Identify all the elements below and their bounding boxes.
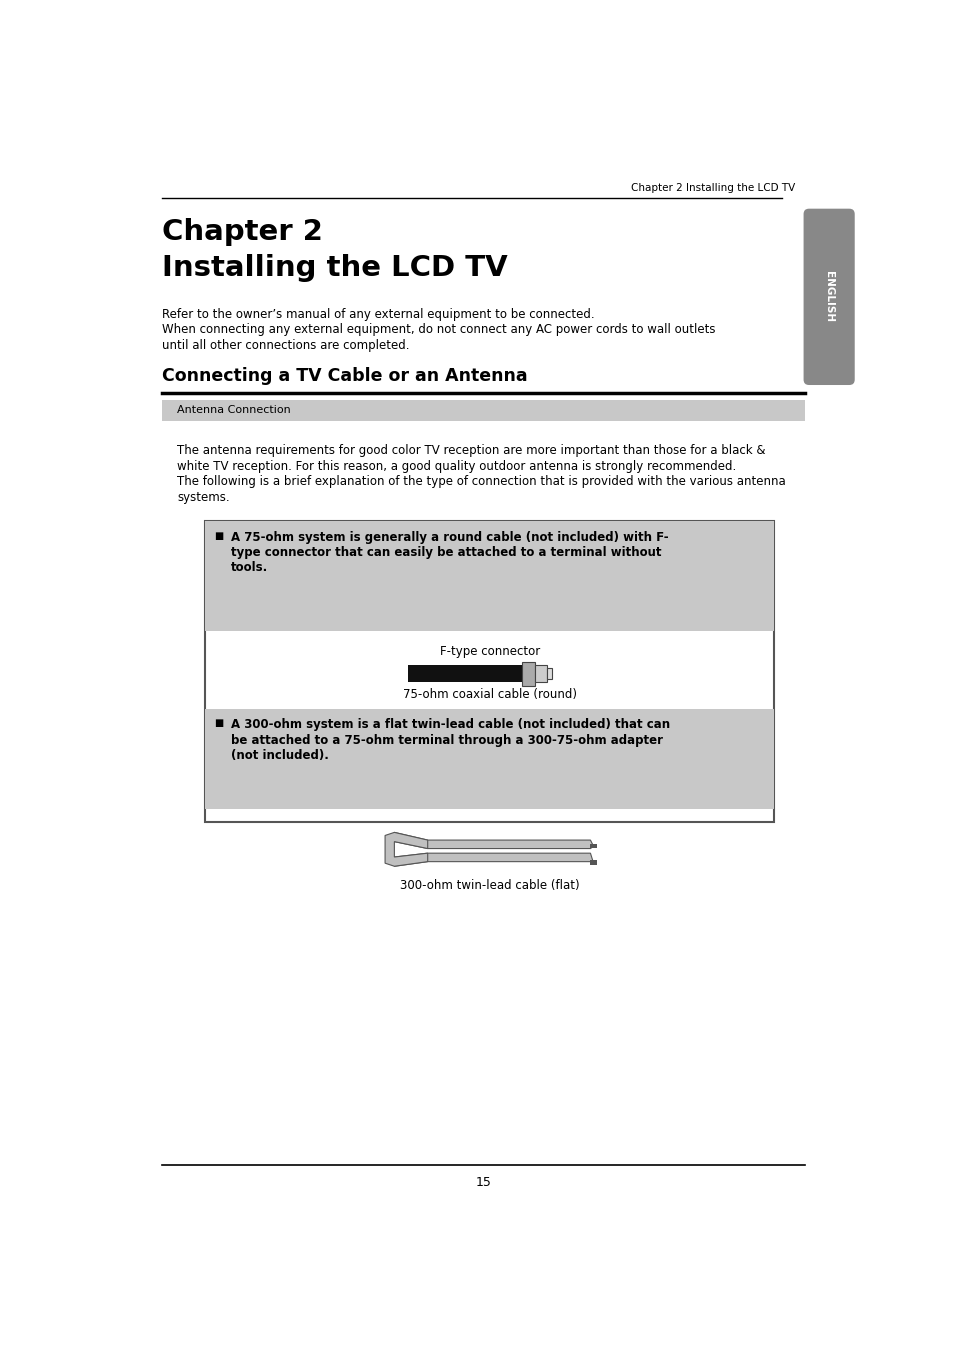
Text: ENGLISH: ENGLISH (823, 271, 833, 322)
Bar (535, 665, 546, 682)
Text: 15: 15 (475, 1175, 491, 1189)
Text: Installing the LCD TV: Installing the LCD TV (162, 255, 507, 282)
Bar (204, 521, 773, 631)
Text: The following is a brief explanation of the type of connection that is provided : The following is a brief explanation of … (177, 475, 785, 487)
Text: Antenna Connection: Antenna Connection (177, 405, 291, 416)
Text: tools.: tools. (231, 562, 268, 574)
Bar (589, 844, 597, 848)
Text: type connector that can easily be attached to a terminal without: type connector that can easily be attach… (231, 546, 660, 559)
Polygon shape (394, 833, 593, 849)
Bar (589, 861, 597, 865)
Text: F-type connector: F-type connector (439, 646, 539, 658)
Text: The antenna requirements for good color TV reception are more important than tho: The antenna requirements for good color … (177, 444, 765, 458)
Text: A 75-ohm system is generally a round cable (not included) with F-: A 75-ohm system is generally a round cab… (231, 531, 668, 543)
Bar (162, 399, 804, 421)
Text: When connecting any external equipment, do not connect any AC power cords to wal: When connecting any external equipment, … (162, 324, 715, 336)
Text: until all other connections are completed.: until all other connections are complete… (162, 338, 409, 352)
Text: white TV reception. For this reason, a good quality outdoor antenna is strongly : white TV reception. For this reason, a g… (177, 460, 736, 473)
Text: 75-ohm coaxial cable (round): 75-ohm coaxial cable (round) (402, 688, 577, 701)
Bar (204, 709, 773, 810)
Text: (not included).: (not included). (231, 749, 329, 762)
Bar (408, 665, 521, 682)
Text: ■: ■ (213, 531, 223, 540)
Text: Chapter 2: Chapter 2 (162, 218, 322, 246)
FancyBboxPatch shape (802, 209, 854, 385)
Bar (204, 521, 773, 822)
Polygon shape (385, 833, 427, 867)
Text: be attached to a 75-ohm terminal through a 300-75-ohm adapter: be attached to a 75-ohm terminal through… (231, 734, 662, 747)
Bar (521, 662, 535, 685)
Text: 300-ohm twin-lead cable (flat): 300-ohm twin-lead cable (flat) (399, 879, 578, 891)
Text: ■: ■ (213, 719, 223, 728)
Text: A 300-ohm system is a flat twin-lead cable (not included) that can: A 300-ohm system is a flat twin-lead cab… (231, 719, 669, 731)
Polygon shape (394, 853, 593, 867)
Text: systems.: systems. (177, 490, 230, 504)
Text: Chapter 2 Installing the LCD TV: Chapter 2 Installing the LCD TV (630, 183, 794, 194)
Text: Refer to the owner’s manual of any external equipment to be connected.: Refer to the owner’s manual of any exter… (162, 307, 594, 321)
Bar (546, 669, 552, 680)
Text: Connecting a TV Cable or an Antenna: Connecting a TV Cable or an Antenna (162, 367, 527, 386)
